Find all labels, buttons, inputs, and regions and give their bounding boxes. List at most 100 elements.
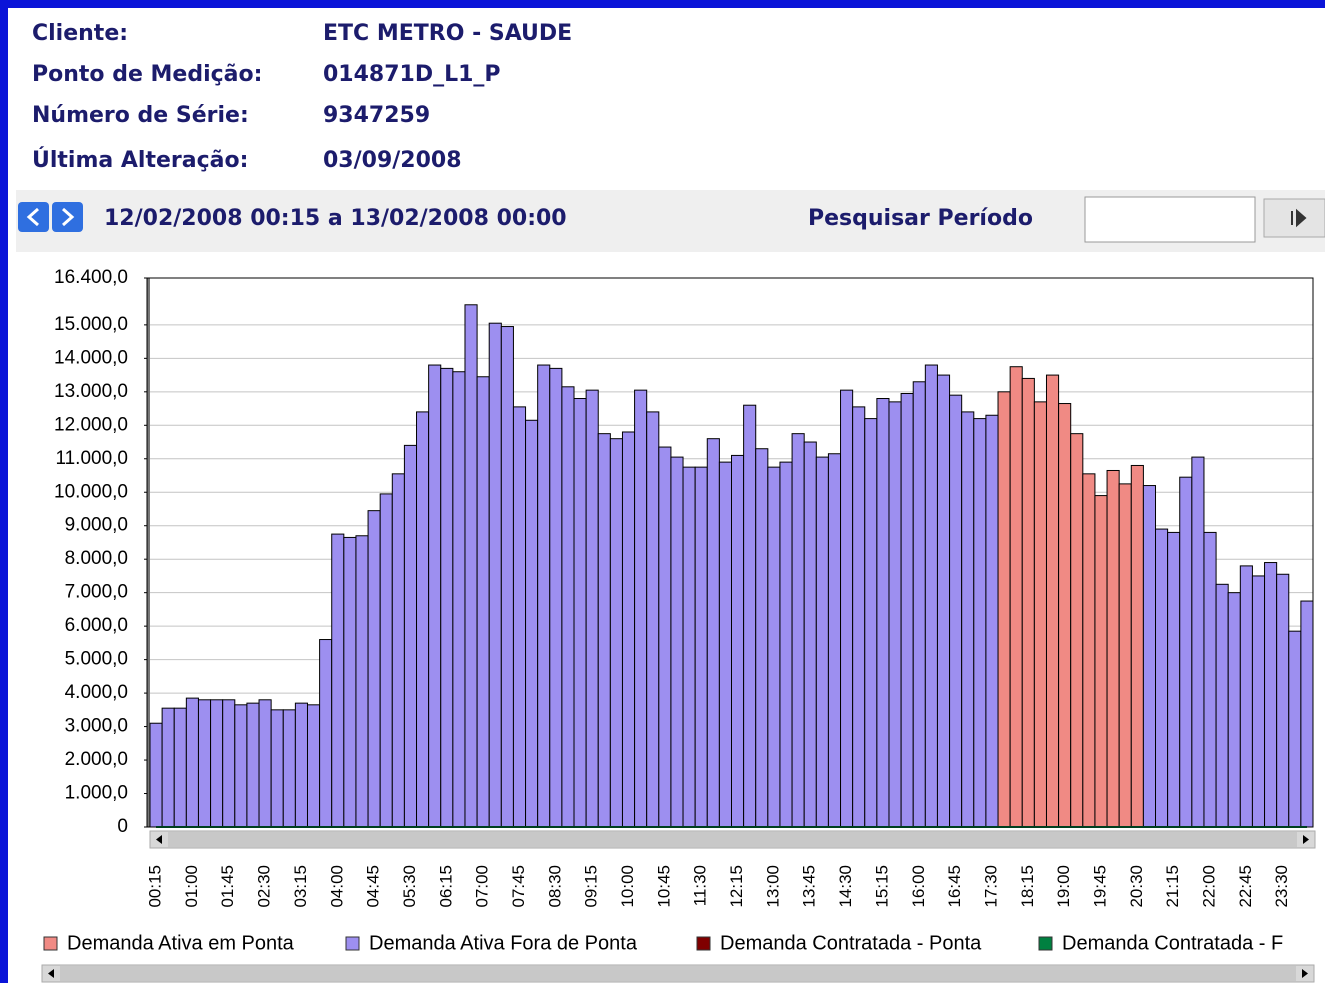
axis-wall — [147, 278, 150, 827]
bar — [379, 493, 393, 828]
legend-label: Demanda Ativa em Ponta — [67, 932, 295, 954]
date-range: 12/02/2008 00:15 a 13/02/2008 00:00 — [104, 206, 567, 231]
bar — [621, 431, 636, 828]
prev-icon — [26, 207, 39, 227]
bar — [1264, 562, 1278, 828]
x-tick-label: 14:30 — [836, 865, 855, 908]
x-tick-label: 04:00 — [327, 865, 346, 908]
bar — [1227, 592, 1241, 828]
bar — [149, 722, 163, 828]
bar — [355, 535, 369, 828]
bar — [234, 704, 248, 828]
bar — [1094, 495, 1108, 828]
x-tick-label: 07:00 — [473, 865, 492, 908]
x-tick-label: 19:45 — [1090, 865, 1109, 908]
x-tick-label: 07:45 — [509, 865, 528, 908]
x-tick-label: 13:00 — [763, 865, 782, 908]
x-tick-label: 08:30 — [545, 865, 564, 908]
bar — [258, 699, 272, 828]
prev-button[interactable] — [18, 202, 49, 232]
bar — [924, 364, 938, 828]
bar — [1142, 485, 1157, 828]
bar — [185, 697, 199, 828]
bar — [476, 376, 490, 828]
bar — [428, 364, 442, 828]
x-tick-label: 17:30 — [981, 865, 1000, 908]
bar — [282, 709, 296, 828]
bar — [779, 461, 793, 828]
y-tick-label: 14.000,0 — [54, 347, 128, 368]
bar — [500, 326, 514, 828]
search-input[interactable] — [1084, 196, 1256, 243]
plot-scrollbar-right — [1303, 835, 1309, 844]
x-tick-label: 16:45 — [945, 865, 964, 908]
y-tick-label: 13.000,0 — [54, 381, 128, 402]
x-tick-label: 10:00 — [618, 865, 637, 908]
bar — [403, 444, 418, 828]
bar — [840, 389, 854, 828]
bar — [585, 389, 599, 828]
bar — [791, 433, 805, 828]
bar — [173, 707, 187, 828]
legend-label: Demanda Contratada - Ponta — [720, 932, 982, 954]
bar — [743, 404, 757, 828]
x-tick-label: 06:15 — [436, 865, 455, 908]
bar — [597, 433, 611, 828]
bar — [682, 466, 696, 828]
bar — [670, 456, 684, 828]
bar — [210, 699, 224, 828]
search-button[interactable] — [1263, 198, 1325, 238]
bar — [525, 419, 539, 828]
bar — [343, 536, 357, 828]
x-tick-label: 15:15 — [872, 865, 891, 908]
bar — [452, 371, 466, 828]
bar — [876, 398, 890, 828]
bar — [1155, 528, 1169, 828]
bar — [888, 401, 902, 828]
bar — [1021, 377, 1035, 828]
x-tick-label: 22:45 — [1236, 865, 1255, 908]
field-value: 9347259 — [323, 103, 430, 128]
bar — [985, 414, 999, 828]
x-tick-label: 21:15 — [1163, 865, 1182, 908]
plot-scrollbar-thumb — [168, 832, 1297, 847]
bar — [1045, 374, 1060, 828]
legend-swatch — [696, 936, 711, 951]
bar — [294, 702, 308, 828]
field-value: 03/09/2008 — [323, 148, 462, 173]
x-tick-label: 13:45 — [800, 865, 819, 908]
y-tick-label: 3.000,0 — [65, 716, 128, 737]
bar — [1191, 456, 1205, 828]
bar — [658, 446, 672, 828]
next-button[interactable] — [52, 202, 83, 232]
x-tick-label: 11:30 — [691, 865, 710, 906]
x-tick-label: 20:30 — [1127, 865, 1146, 908]
y-tick-label: 16.400,0 — [54, 267, 128, 288]
x-tick-label: 04:45 — [364, 865, 383, 908]
field-label: Ponto de Medição: — [32, 62, 262, 87]
legend-swatch — [1038, 936, 1053, 951]
y-tick-label: 11.000,0 — [55, 448, 128, 469]
bar — [367, 510, 381, 828]
field-label: Número de Série: — [32, 103, 249, 128]
x-tick-label: 10:45 — [654, 865, 673, 908]
next-icon — [62, 207, 75, 227]
bar — [767, 466, 781, 828]
bar — [1167, 531, 1181, 828]
legend-scrollbar-thumb — [60, 966, 1296, 981]
bar — [609, 438, 623, 828]
bar — [1215, 583, 1229, 828]
bar — [1276, 573, 1290, 828]
bar — [1082, 473, 1096, 828]
legend-swatch — [345, 936, 360, 951]
bar — [912, 381, 926, 828]
y-tick-label: 15.000,0 — [54, 314, 128, 335]
bar — [416, 411, 430, 828]
bar — [634, 389, 648, 828]
bar — [718, 461, 733, 828]
field-label: Última Alteração: — [32, 147, 248, 173]
bar — [997, 391, 1011, 828]
bar — [488, 322, 502, 828]
bar — [537, 364, 551, 828]
